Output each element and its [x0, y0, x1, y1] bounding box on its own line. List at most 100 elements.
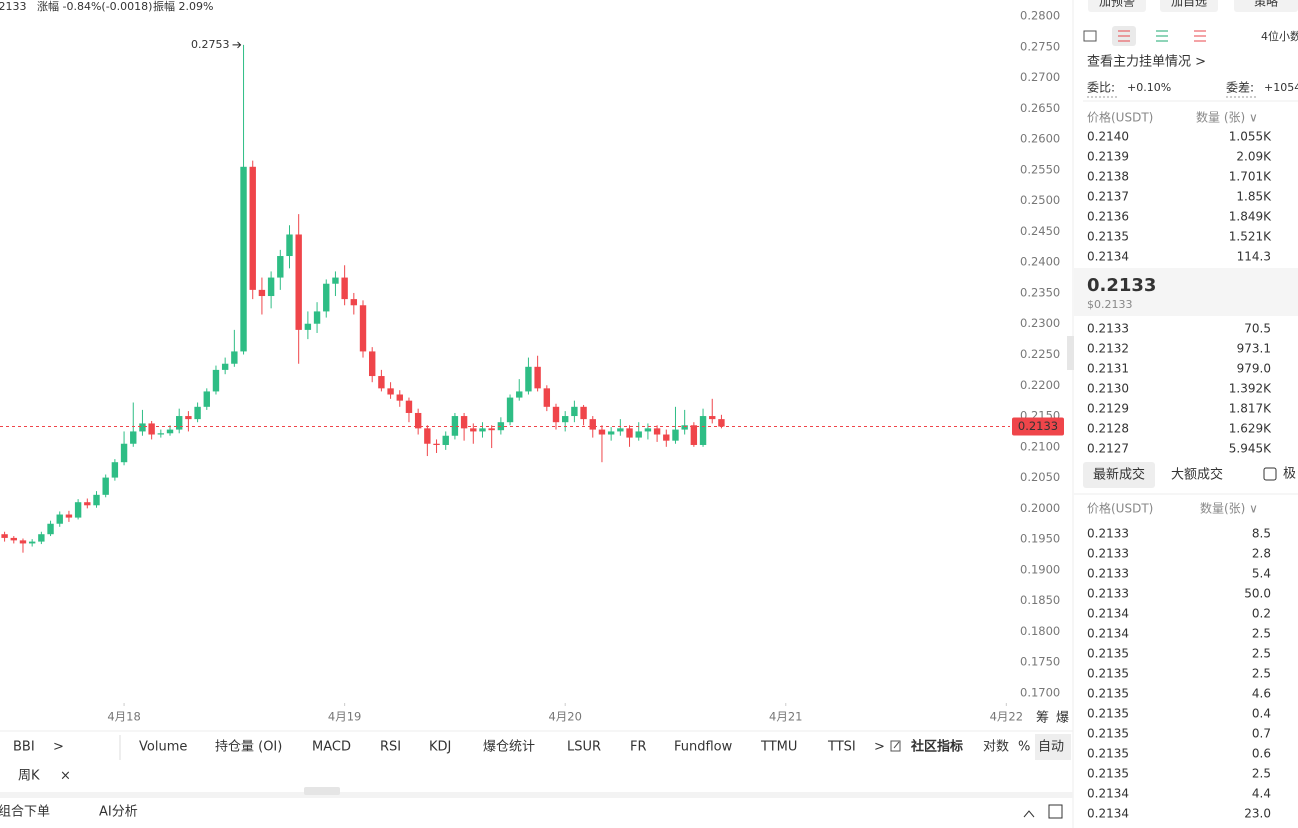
bottom-item[interactable]: AI分析	[99, 805, 138, 820]
candle-body	[663, 434, 670, 441]
trade-price: 0.2134	[1087, 807, 1129, 821]
last-price-label: 0.2133	[1018, 419, 1058, 433]
book-price: 0.2140	[1087, 130, 1129, 144]
toolbar-item[interactable]: %	[1018, 740, 1030, 755]
toolbar-item[interactable]: >	[874, 740, 885, 755]
candle-body	[369, 351, 376, 377]
candle-body	[543, 388, 551, 407]
trade-qty: 2.5	[1252, 647, 1271, 661]
panel-button[interactable]: 策略	[1254, 0, 1278, 9]
toolbar-item[interactable]: MACD	[312, 740, 351, 755]
y-tick-label: 0.2800	[1020, 9, 1060, 23]
max-arrow	[232, 41, 242, 49]
checkbox-label[interactable]: 极	[1283, 467, 1296, 482]
last-price-usd: $0.2133	[1087, 298, 1133, 311]
candle-body	[378, 376, 385, 389]
button-bg[interactable]	[1234, 0, 1298, 12]
toolbar-item[interactable]: >	[53, 740, 64, 755]
toolbar-item[interactable]: FR	[630, 740, 647, 755]
candle-body	[525, 366, 532, 392]
trade-price: 0.2134	[1087, 787, 1129, 801]
side-tool[interactable]: 爆	[1056, 711, 1069, 726]
toolbar-item[interactable]: Fundflow	[674, 740, 733, 755]
collapse-handle[interactable]	[1067, 336, 1074, 370]
book-qty: 1.701K	[1229, 170, 1272, 184]
checkbox[interactable]	[1263, 467, 1277, 481]
panel-button[interactable]: 加预警	[1099, 0, 1135, 9]
button-bg[interactable]	[1160, 0, 1218, 12]
resize-bar	[0, 792, 1073, 798]
bottom-item[interactable]: 组合下单	[0, 805, 50, 820]
toolbar-item[interactable]: BBI	[13, 740, 35, 755]
last-price-tag	[1012, 417, 1064, 436]
y-tick-label: 0.2300	[1020, 316, 1060, 330]
layout-icon[interactable]	[1083, 30, 1097, 42]
book-header: 价格(USDT)	[1087, 110, 1153, 125]
toolbar-item[interactable]: Volume	[139, 740, 187, 755]
book-qty: 979.0	[1237, 362, 1271, 376]
edit-icon	[890, 740, 901, 752]
trade-qty: 4.6	[1252, 687, 1271, 701]
candle-body	[185, 416, 192, 420]
toolbar-item[interactable]: 爆仓统计	[483, 740, 535, 755]
trades-header[interactable]: 数量(张) ∨	[1200, 501, 1258, 516]
period[interactable]: 周K	[18, 769, 40, 784]
candle-body	[148, 423, 155, 435]
candle-body	[341, 277, 348, 300]
candle-body	[249, 166, 256, 290]
y-tick-label: 0.2400	[1020, 255, 1060, 269]
y-tick-label: 0.2450	[1020, 224, 1060, 238]
candle-body	[635, 431, 642, 438]
toolbar-item[interactable]: 对数	[983, 740, 1009, 755]
trade-price: 0.2133	[1087, 567, 1129, 581]
layout-icon[interactable]	[1194, 30, 1206, 42]
max-label: 0.2753	[191, 38, 230, 51]
toolbar-item[interactable]: TTMU	[760, 740, 797, 755]
precision[interactable]: 4位小数	[1261, 29, 1298, 43]
main-orders-link[interactable]: 查看主力挂单情况 >	[1087, 54, 1206, 70]
candle-body	[598, 429, 606, 435]
book-price: 0.2127	[1087, 442, 1129, 456]
toolbar-item[interactable]: RSI	[380, 740, 401, 755]
side-tool[interactable]: 筹	[1036, 710, 1049, 726]
candle-body	[718, 419, 725, 427]
trade-qty: 5.4	[1252, 567, 1271, 581]
trade-price: 0.2135	[1087, 727, 1129, 741]
diff-label: 委差:	[1226, 81, 1254, 95]
y-tick-label: 0.2350	[1020, 285, 1060, 299]
candle-body	[139, 423, 146, 432]
button-bg[interactable]	[1088, 0, 1146, 12]
toolbar-item[interactable]: 自动	[1038, 740, 1064, 755]
trade-qty: 0.7	[1252, 727, 1271, 741]
toolbar-item[interactable]: TTSI	[827, 740, 856, 755]
panel-button[interactable]: 加自选	[1171, 0, 1207, 9]
toolbar-item[interactable]: 持仓量 (OI)	[215, 740, 282, 755]
y-tick-label: 0.2550	[1020, 162, 1060, 176]
x-tick-label: 4月22	[990, 710, 1023, 724]
book-price: 0.2135	[1087, 230, 1129, 244]
trade-qty: 0.6	[1252, 747, 1271, 761]
period-close[interactable]: ×	[60, 769, 71, 784]
candle-body	[644, 428, 652, 432]
tab-bg[interactable]	[1083, 462, 1155, 488]
resize-handle[interactable]	[304, 787, 340, 795]
expand-icon[interactable]	[1023, 810, 1035, 818]
tab[interactable]: 最新成交	[1093, 467, 1145, 483]
y-tick-label: 0.2500	[1020, 193, 1060, 207]
book-price: 0.2134	[1087, 250, 1129, 264]
book-price: 0.2128	[1087, 422, 1129, 436]
trade-price: 0.2135	[1087, 647, 1129, 661]
popout-icon[interactable]	[1048, 804, 1063, 819]
candle-body	[405, 400, 413, 413]
toolbar-item[interactable]: KDJ	[429, 740, 451, 755]
book-qty: 2.09K	[1236, 150, 1272, 164]
toolbar-item[interactable]: LSUR	[567, 740, 601, 755]
candle-body	[580, 406, 587, 420]
tab[interactable]: 大额成交	[1171, 467, 1223, 483]
layout-icon[interactable]	[1156, 30, 1168, 42]
candle-body	[442, 435, 449, 445]
toolbar-item[interactable]: 社区指标	[910, 739, 963, 755]
candle-body	[56, 514, 63, 524]
book-header[interactable]: 数量 (张) ∨	[1196, 110, 1258, 125]
